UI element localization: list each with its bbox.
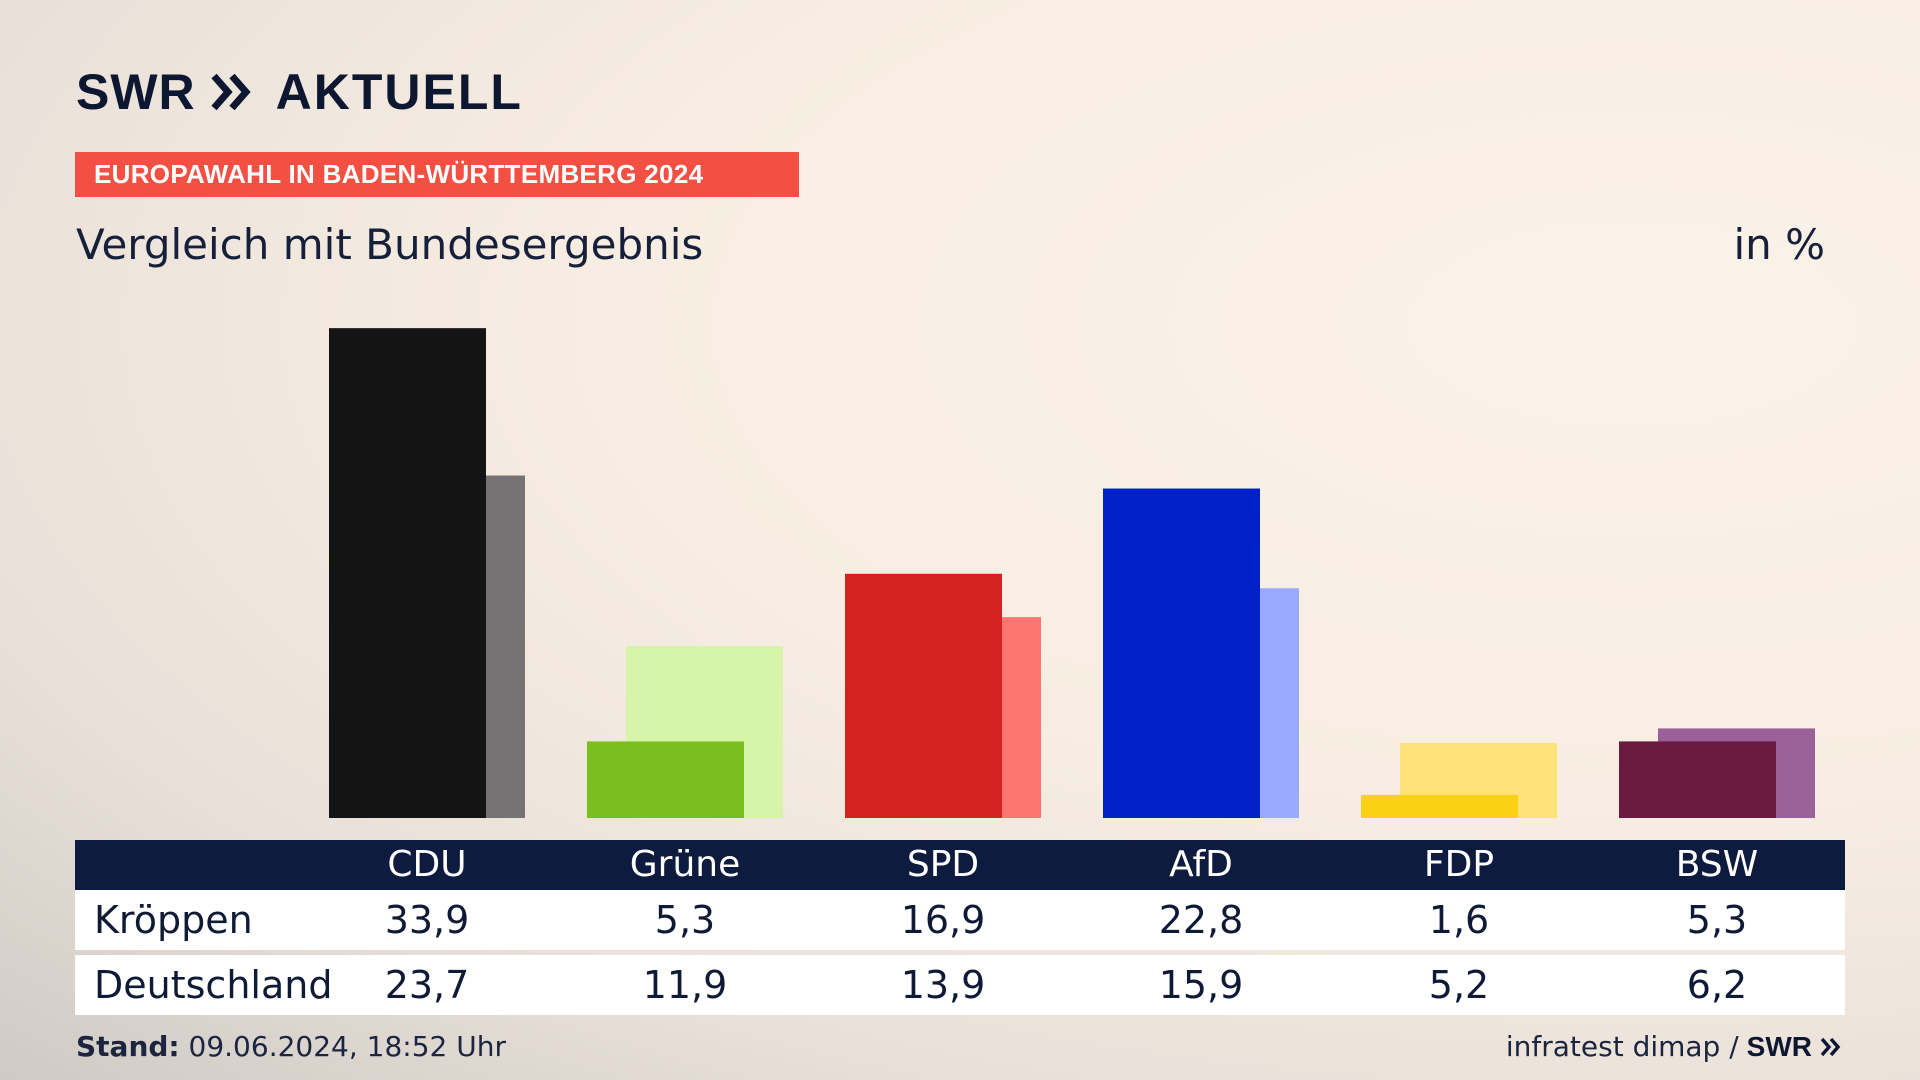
value-fdp-deutschland: 5,2 bbox=[1428, 963, 1490, 1007]
category-label-bsw: BSW bbox=[1675, 844, 1759, 885]
category-label-cdu: CDU bbox=[387, 844, 467, 885]
bar-fdp-kroeppen bbox=[1361, 794, 1518, 818]
chart-subtitle: Vergleich mit Bundesergebnis bbox=[76, 220, 704, 269]
bar-bsw-deutschland bbox=[1658, 728, 1815, 818]
bar-afd-kroeppen bbox=[1103, 488, 1260, 818]
logo-text: SWR bbox=[76, 64, 196, 120]
value-gruene-kroeppen: 5,3 bbox=[654, 898, 716, 942]
source-text: infratest dimap / bbox=[1505, 1030, 1739, 1063]
bar-bsw-kroeppen bbox=[1619, 741, 1776, 818]
bar-spd-deutschland bbox=[884, 617, 1041, 818]
election-banner: EUROPAWAHL IN BADEN-WÜRTTEMBERG 2024 bbox=[75, 152, 799, 197]
value-cdu-kroeppen: 33,9 bbox=[384, 898, 470, 942]
category-label-fdp: FDP bbox=[1423, 844, 1495, 885]
category-label-afd: AfD bbox=[1169, 844, 1233, 885]
stand-value: 09.06.2024, 18:52 Uhr bbox=[188, 1030, 506, 1063]
bar-gruene-kroeppen bbox=[587, 741, 744, 818]
bar-gruene-deutschland bbox=[626, 646, 783, 818]
category-label-gruene: Grüne bbox=[629, 844, 741, 885]
value-cdu-deutschland: 23,7 bbox=[384, 963, 470, 1007]
unit-label: in % bbox=[1733, 220, 1825, 269]
swr-aktuell-logo: SWR AKTUELL bbox=[76, 62, 523, 122]
value-afd-kroeppen: 22,8 bbox=[1158, 898, 1244, 942]
table-row: Kröppen 33,9 5,3 16,9 22,8 1,6 5,3 bbox=[75, 890, 1845, 950]
value-bsw-deutschland: 6,2 bbox=[1686, 963, 1748, 1007]
results-table: CDU Grüne SPD AfD FDP BSW Kröppen 33,9 5,3 16,9… bbox=[75, 840, 1845, 1015]
bar-cdu-kroeppen bbox=[329, 328, 486, 818]
value-spd-kroeppen: 16,9 bbox=[900, 898, 986, 942]
value-gruene-deutschland: 11,9 bbox=[642, 963, 728, 1007]
stand-label: Stand: bbox=[76, 1030, 180, 1063]
double-chevron-icon bbox=[1820, 1037, 1841, 1056]
double-chevron-icon bbox=[211, 73, 251, 111]
value-spd-deutschland: 13,9 bbox=[900, 963, 986, 1007]
row-label-deutschland: Deutschland bbox=[94, 963, 333, 1007]
table-header: CDU Grüne SPD AfD FDP BSW bbox=[75, 840, 1845, 890]
value-fdp-kroeppen: 1,6 bbox=[1428, 898, 1490, 942]
value-bsw-kroeppen: 5,3 bbox=[1686, 898, 1748, 942]
bar-fdp-deutschland bbox=[1400, 742, 1557, 818]
row-label-kroeppen: Kröppen bbox=[94, 898, 253, 942]
bar-cdu-deutschland bbox=[368, 475, 525, 818]
swr-small-logo: SWR bbox=[1746, 1030, 1812, 1062]
logo-suffix: AKTUELL bbox=[275, 64, 523, 120]
timestamp: Stand: 09.06.2024, 18:52 Uhr bbox=[76, 1030, 506, 1063]
bar-spd-kroeppen bbox=[845, 573, 1002, 818]
source-credit: infratest dimap / SWR bbox=[1506, 1030, 1842, 1063]
table-row: Deutschland 23,7 11,9 13,9 15,9 5,2 6,2 bbox=[75, 955, 1845, 1015]
category-label-spd: SPD bbox=[906, 844, 980, 885]
value-afd-deutschland: 15,9 bbox=[1158, 963, 1244, 1007]
bar-afd-deutschland bbox=[1142, 588, 1299, 818]
